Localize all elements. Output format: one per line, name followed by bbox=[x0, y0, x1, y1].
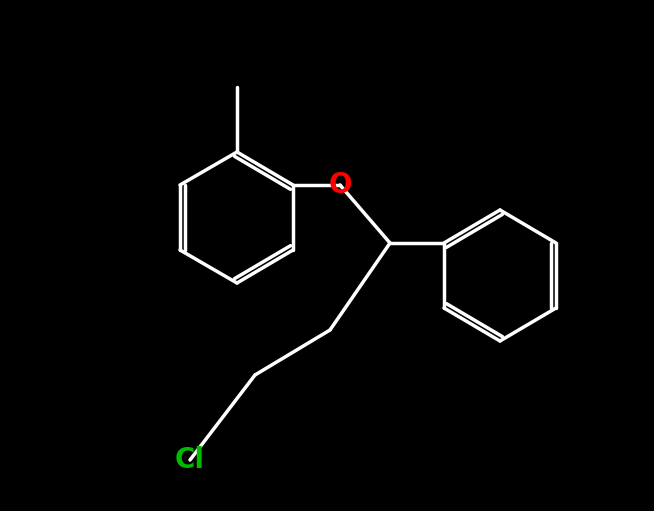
Text: Cl: Cl bbox=[175, 446, 205, 474]
Text: O: O bbox=[328, 171, 352, 199]
